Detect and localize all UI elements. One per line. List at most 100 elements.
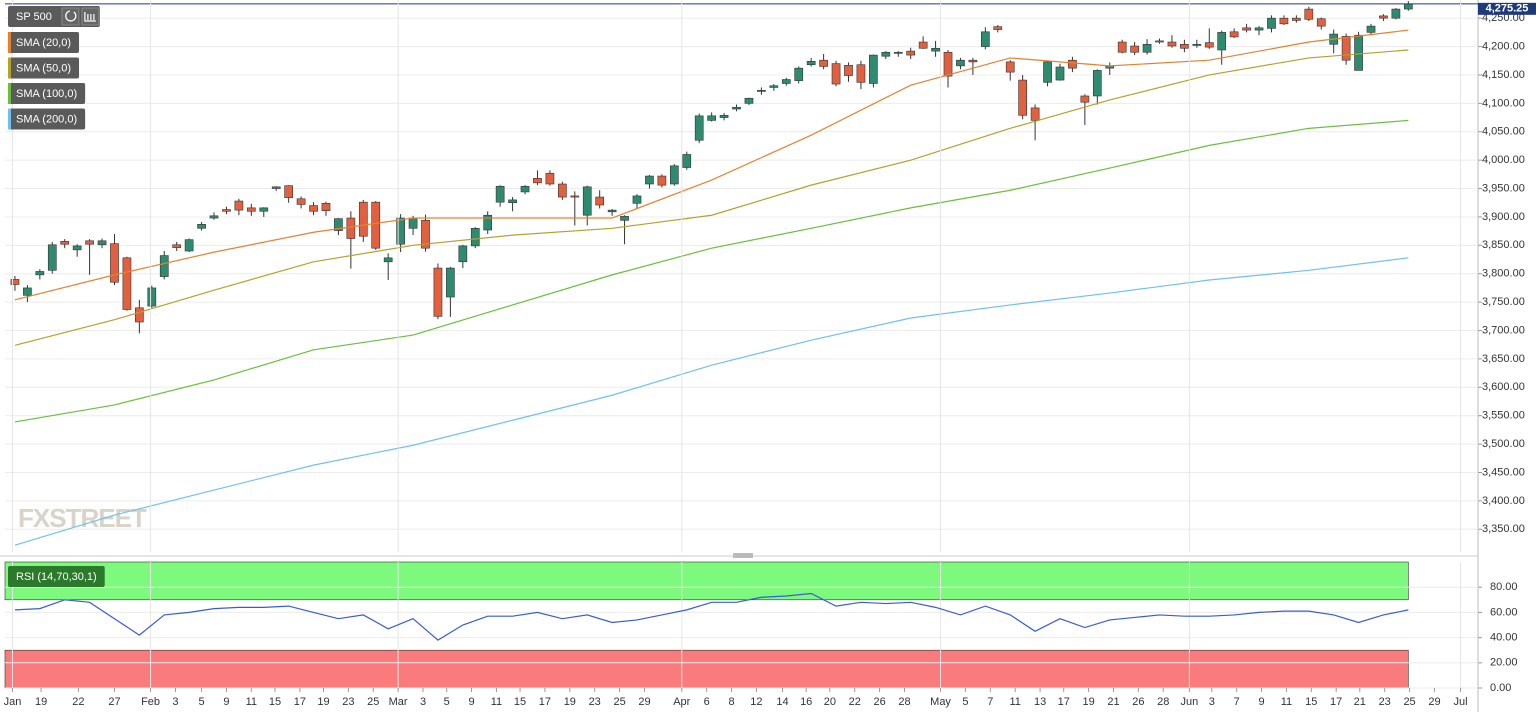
refresh-icon <box>65 10 77 22</box>
sma-line <box>14 257 1409 546</box>
candle-body <box>1379 15 1388 19</box>
divider-handle[interactable] <box>733 553 753 558</box>
candle-body <box>607 209 617 213</box>
x-tick-label: 25 <box>1403 696 1415 708</box>
candle-body <box>184 239 194 252</box>
candle-body <box>1005 61 1015 73</box>
x-tick-label: 29 <box>638 696 650 708</box>
candle-body <box>1192 43 1202 46</box>
legend-swatch <box>8 83 11 104</box>
candle-body <box>147 287 157 307</box>
y-tick-label: 3,500.00 <box>1482 438 1525 450</box>
x-tick-label: 21 <box>1107 696 1119 708</box>
candle-body <box>856 64 866 83</box>
candle-body <box>1018 79 1028 116</box>
candle-body <box>334 218 343 231</box>
y-tick-label: 3,900.00 <box>1482 211 1525 223</box>
y-tick-label: 3,800.00 <box>1482 268 1525 280</box>
candle-body <box>831 63 841 85</box>
x-tick-label: 8 <box>728 696 734 708</box>
x-tick-label: 21 <box>1354 696 1366 708</box>
candle-body <box>757 89 766 92</box>
y-tick-label: 3,350.00 <box>1482 523 1525 535</box>
candle-body <box>595 196 605 206</box>
legend-item: SMA (200,0) <box>8 108 86 130</box>
sma-line <box>14 119 1409 423</box>
candle-body <box>869 54 878 84</box>
candle-body <box>47 244 57 271</box>
candle-body <box>234 200 244 211</box>
candle-body <box>1055 66 1065 81</box>
legend-label: SMA (200,0) <box>16 113 77 125</box>
last-price-label: 4,275.25 <box>1486 3 1529 15</box>
x-tick-label: 15 <box>1305 696 1317 708</box>
candle-body <box>694 115 704 141</box>
candle-body <box>1316 18 1326 27</box>
overbought-zone <box>4 561 1409 601</box>
x-tick-label: 20 <box>824 696 836 708</box>
x-tick-label: 5 <box>199 696 205 708</box>
x-tick-label: 23 <box>342 696 354 708</box>
candle-body <box>271 186 281 189</box>
x-tick-label: 17 <box>1058 696 1070 708</box>
candle-body <box>508 199 517 204</box>
candle-body <box>570 195 580 198</box>
candle-body <box>35 271 45 276</box>
candle-body <box>1254 27 1264 31</box>
x-tick-label: 26 <box>873 696 885 708</box>
candle-body <box>707 115 716 121</box>
candle-body <box>23 287 32 296</box>
x-tick-label: 28 <box>898 696 910 708</box>
candle-body <box>97 240 107 246</box>
sma-line <box>14 49 1409 346</box>
x-tick-label: 19 <box>564 696 576 708</box>
candle-body <box>881 51 891 57</box>
x-tick-label: 25 <box>367 696 379 708</box>
candle-body <box>844 65 853 76</box>
candle-body <box>209 215 219 219</box>
legend-label: SMA (20,0) <box>16 37 71 49</box>
legend-item: RSI (14,70,30,1) <box>8 566 105 587</box>
candle-body <box>931 47 940 52</box>
candle-body <box>483 214 493 231</box>
candle-body <box>1341 36 1351 61</box>
candle-body <box>259 207 269 212</box>
candle-body <box>122 257 132 310</box>
legend-box <box>8 83 86 104</box>
legend-swatch <box>8 57 11 79</box>
candle-body <box>682 154 692 168</box>
y-tick-label: 3,650.00 <box>1482 353 1525 365</box>
x-tick-label: 6 <box>704 696 710 708</box>
candle-body <box>906 50 916 56</box>
x-tick-label: Jul <box>1454 696 1468 708</box>
x-tick-label: 5 <box>962 696 968 708</box>
candle-body <box>1155 40 1164 43</box>
y-tick-label: 3,950.00 <box>1482 182 1525 194</box>
y-tick-label: 3,550.00 <box>1482 410 1525 422</box>
candle-body <box>1167 41 1177 47</box>
candle-body <box>1403 3 1413 10</box>
x-tick-label: 26 <box>1132 696 1144 708</box>
legend-label: SMA (50,0) <box>16 62 71 74</box>
legend-label: SMA (100,0) <box>16 88 77 100</box>
x-tick-label: 3 <box>172 696 178 708</box>
candle-body <box>1030 107 1040 121</box>
y-tick-label: 3,700.00 <box>1482 324 1525 336</box>
rsi-line <box>14 592 1409 641</box>
x-tick-label: 17 <box>1330 696 1342 708</box>
legend-item: SMA (50,0) <box>8 57 80 79</box>
candle-body <box>806 61 816 66</box>
candle-body <box>732 107 741 110</box>
x-tick-label: 25 <box>613 696 625 708</box>
x-tick-label: Mar <box>389 696 408 708</box>
candle-body <box>645 175 654 185</box>
candle-body <box>371 201 381 249</box>
candle-body <box>1366 25 1376 33</box>
candle-body <box>197 224 206 229</box>
candle-body <box>819 59 828 67</box>
x-tick-label: Jun <box>1180 696 1198 708</box>
x-tick-label: Feb <box>141 696 160 708</box>
x-tick-label: 11 <box>1009 696 1020 708</box>
candle-body <box>110 243 119 283</box>
